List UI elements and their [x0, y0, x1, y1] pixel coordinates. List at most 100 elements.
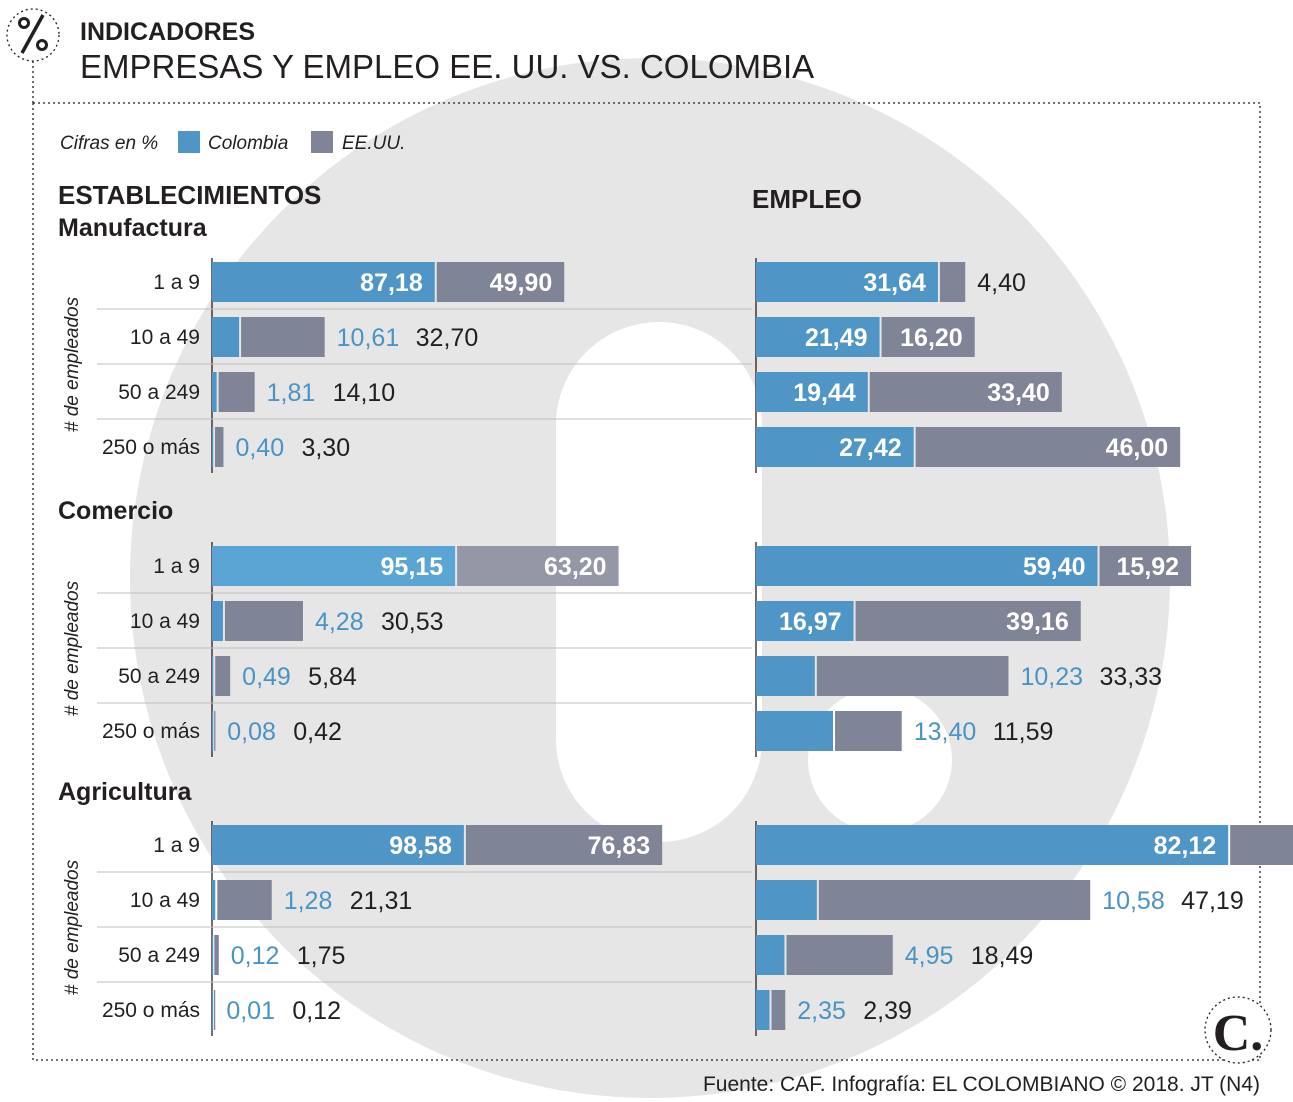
value-eeuu-establecimientos: 21,31 [350, 887, 413, 915]
value-eeuu-empleo: 11,59 [993, 718, 1054, 746]
value-colombia-empleo: 31,64 [863, 269, 926, 297]
bar-colombia-establecimientos [212, 990, 214, 1030]
bar-eeuu-empleo [881, 317, 975, 357]
value-colombia-establecimientos: 98,58 [389, 832, 452, 860]
value-eeuu-empleo: 46,00 [1106, 434, 1169, 462]
legend-label-eeuu: EE.UU. [342, 133, 405, 154]
bar-eeuu-establecimientos [465, 825, 663, 865]
legend-swatch-eeuu [311, 131, 333, 153]
value-colombia-empleo: 4,95 [905, 942, 954, 970]
value-eeuu-establecimientos: 1,75 [297, 942, 346, 970]
value-colombia-establecimientos: 95,15 [381, 553, 444, 581]
value-eeuu-empleo: 39,16 [1006, 608, 1069, 636]
bar-colombia-establecimientos [212, 262, 435, 302]
bar-colombia-empleo [756, 546, 1098, 586]
value-eeuu-establecimientos: 32,70 [416, 324, 479, 352]
value-colombia-empleo: 19,44 [793, 379, 856, 407]
value-colombia-empleo: 27,42 [839, 434, 902, 462]
category-tick-label: 50 a 249 [118, 381, 200, 404]
value-colombia-establecimientos: 0,49 [242, 663, 291, 691]
frame-border [32, 102, 1261, 1061]
value-colombia-empleo: 2,35 [797, 997, 846, 1025]
logo-letter: C. [1213, 1005, 1264, 1062]
bar-eeuu-empleo [939, 262, 966, 302]
axis-title-empleados: # de empleados [62, 296, 83, 432]
category-tick-label: 1 a 9 [153, 271, 200, 294]
axis-title-empleados: # de empleados [62, 580, 83, 716]
legend-swatch-colombia [178, 131, 200, 153]
bar-eeuu-empleo [818, 880, 1091, 920]
value-colombia-establecimientos: 1,81 [267, 379, 316, 407]
value-eeuu-establecimientos: 14,10 [333, 379, 396, 407]
legend-label-colombia: Colombia [208, 133, 288, 154]
bar-eeuu-empleo [869, 372, 1062, 412]
bar-colombia-empleo [756, 601, 854, 641]
column-title-establecimientos: ESTABLECIMIENTOS [58, 180, 321, 210]
category-tick-label: 10 a 49 [130, 889, 200, 912]
legend: Cifras en % Colombia EE.UU. [60, 131, 405, 154]
bar-eeuu-empleo [915, 427, 1181, 467]
bar-colombia-empleo [756, 262, 938, 302]
value-eeuu-establecimientos: 49,90 [490, 269, 553, 297]
bar-eeuu-empleo [855, 601, 1081, 641]
value-eeuu-empleo: 47,19 [1181, 887, 1244, 915]
unit-note: Cifras en % [60, 133, 158, 154]
value-eeuu-establecimientos: 5,84 [308, 663, 357, 691]
value-eeuu-empleo: 33,33 [1099, 663, 1162, 691]
category-tick-label: 1 a 9 [153, 555, 200, 578]
footer: C. Fuente: CAF. Infografía: EL COLOMBIAN… [703, 996, 1272, 1096]
source-note: Fuente: CAF. Infografía: EL COLOMBIANO ©… [703, 1073, 1260, 1096]
bar-colombia-establecimientos [212, 546, 456, 586]
bar-eeuu-establecimientos [218, 372, 255, 412]
bar-colombia-establecimientos [212, 935, 214, 975]
header: INDICADORES EMPRESAS Y EMPLEO EE. UU. VS… [6, 8, 814, 103]
bar-eeuu-establecimientos [217, 880, 272, 920]
bar-eeuu-empleo [816, 656, 1009, 696]
value-colombia-establecimientos: 87,18 [360, 269, 423, 297]
value-colombia-establecimientos: 0,12 [231, 942, 280, 970]
value-eeuu-empleo: 2,39 [863, 997, 912, 1025]
value-eeuu-establecimientos: 30,53 [381, 608, 444, 636]
bar-eeuu-establecimientos [224, 601, 303, 641]
value-colombia-empleo: 16,97 [779, 608, 842, 636]
bar-colombia-empleo [756, 427, 914, 467]
bar-colombia-empleo [756, 317, 880, 357]
value-eeuu-empleo: 15,92 [1117, 553, 1180, 581]
bar-colombia-empleo [756, 990, 770, 1030]
bar-colombia-empleo [756, 880, 817, 920]
value-eeuu-empleo: 18,49 [971, 942, 1034, 970]
bar-colombia-empleo [756, 935, 785, 975]
value-colombia-establecimientos: 1,28 [284, 887, 333, 915]
value-colombia-empleo: 82,12 [1154, 832, 1217, 860]
section-label: INDICADORES [80, 18, 255, 46]
bar-colombia-establecimientos [212, 880, 216, 920]
bar-eeuu-establecimientos [436, 262, 565, 302]
sector-title-agricultura: Agricultura [58, 778, 192, 806]
value-colombia-empleo: 13,40 [914, 718, 977, 746]
value-eeuu-establecimientos: 0,12 [292, 997, 341, 1025]
value-colombia-establecimientos: 10,61 [337, 324, 400, 352]
column-title-empleo: EMPLEO [752, 184, 862, 214]
category-tick-label: 250 o más [102, 436, 200, 459]
bar-colombia-empleo [756, 656, 815, 696]
bar-eeuu-establecimientos [214, 711, 216, 751]
percent-icon [18, 14, 48, 54]
bar-colombia-empleo [756, 711, 834, 751]
category-tick-label: 1 a 9 [153, 834, 200, 857]
bar-eeuu-establecimientos [214, 935, 219, 975]
value-colombia-empleo: 21,49 [805, 324, 868, 352]
chart-area: Manufactura # de empleados 1 a 9 87,18 49,90… [58, 214, 1293, 1036]
bar-eeuu-empleo [835, 711, 902, 751]
bar-colombia-empleo [756, 372, 868, 412]
bar-eeuu-establecimientos [215, 656, 231, 696]
value-eeuu-empleo: 16,20 [900, 324, 963, 352]
bar-colombia-establecimientos [212, 317, 240, 357]
bar-colombia-establecimientos [212, 825, 464, 865]
value-colombia-empleo: 59,40 [1023, 553, 1086, 581]
axis-title-empleados: # de empleados [62, 859, 83, 995]
bar-colombia-empleo [756, 825, 1229, 865]
value-eeuu-establecimientos: 3,30 [301, 434, 350, 462]
value-colombia-empleo: 10,58 [1102, 887, 1165, 915]
value-eeuu-establecimientos: 76,83 [588, 832, 651, 860]
bar-eeuu-empleo [1099, 546, 1192, 586]
